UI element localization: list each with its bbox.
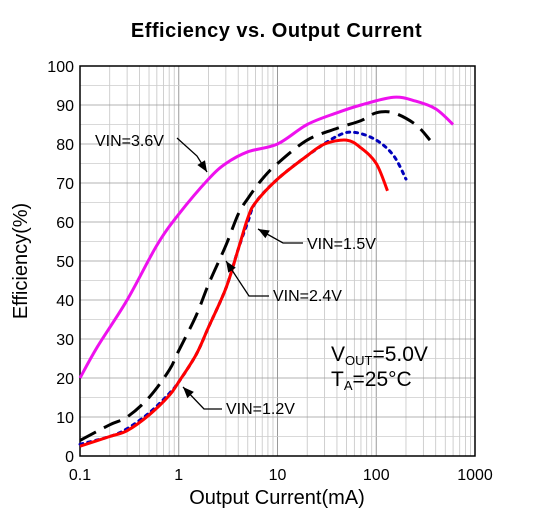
series-annotation-label: VIN=1.2V <box>226 401 295 418</box>
annotation-leader-line <box>225 260 269 297</box>
y-tick-label: 70 <box>56 176 74 193</box>
chart-title: Efficiency vs. Output Current <box>130 20 423 42</box>
vout-condition: VOUT=5.0V <box>331 343 428 368</box>
y-tick-label: 90 <box>56 98 74 115</box>
vout-value: =5.0V <box>372 343 427 366</box>
annotation-arrowhead <box>258 229 270 239</box>
annotations: VIN=3.6V VIN=1.5V VIN=2.4V VIN=1.2V <box>95 133 376 418</box>
x-tick-label: 10 <box>269 467 287 484</box>
y-tick-label: 60 <box>56 215 74 232</box>
x-tick-label: 100 <box>363 467 390 484</box>
y-tick-label: 50 <box>56 254 74 271</box>
tick-labels: 0 10 20 30 40 50 60 70 80 90 100 0.1 1 10 100 1000 <box>47 59 493 484</box>
conditions-box: VOUT=5.0V TA=25°C <box>331 343 428 393</box>
series-line-vin-1-2v <box>79 138 389 448</box>
y-tick-label: 0 <box>65 449 74 466</box>
plot-frame <box>79 65 476 457</box>
y-tick-label: 40 <box>56 293 74 310</box>
x-axis-title: Output Current(mA) <box>189 487 365 509</box>
y-tick-label: 100 <box>47 59 74 76</box>
ta-condition: TA=25°C <box>331 368 412 393</box>
vout-subscript: OUT <box>345 353 373 368</box>
ta-value: =25°C <box>353 368 412 391</box>
ta-subscript: A <box>344 378 353 393</box>
series-annotation-label: VIN=1.5V <box>307 236 376 253</box>
annotation-arrowhead <box>197 160 207 172</box>
grid-lines <box>80 66 475 456</box>
x-tick-label: 0.1 <box>69 467 91 484</box>
ta-symbol: T <box>331 368 344 391</box>
y-tick-label: 30 <box>56 332 74 349</box>
series-lines <box>78 95 455 448</box>
series-annotation-label: VIN=3.6V <box>95 133 164 150</box>
y-axis-title: Efficiency(%) <box>10 203 32 319</box>
series-annotation-label: VIN=2.4V <box>273 288 342 305</box>
y-tick-label: 10 <box>56 410 74 427</box>
y-tick-label: 80 <box>56 137 74 154</box>
series-line-vin-3-6v <box>78 95 455 379</box>
vout-symbol: V <box>331 343 345 366</box>
x-tick-label: 1000 <box>457 467 493 484</box>
y-tick-label: 20 <box>56 371 74 388</box>
series-line-vin-2-4v <box>79 110 432 442</box>
x-tick-label: 1 <box>174 467 183 484</box>
annotation-arrowhead <box>226 261 236 273</box>
annotation-arrowhead <box>183 387 194 399</box>
